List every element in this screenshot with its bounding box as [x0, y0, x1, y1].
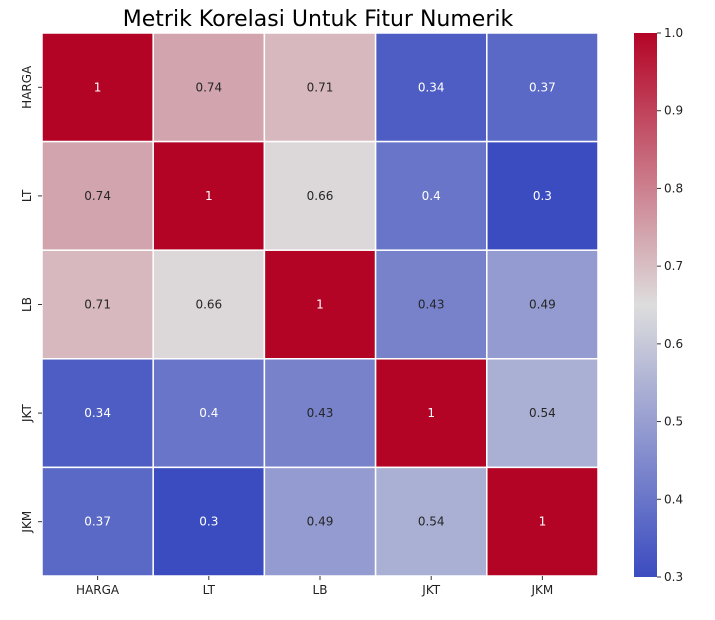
- colorbar-tick-label: 0.3: [664, 570, 683, 584]
- cell-value-label: 1: [539, 515, 547, 529]
- colorbar-tick-label: 1.0: [664, 26, 683, 40]
- heatmap-cell: [486, 249, 599, 360]
- heatmap-cell: [486, 140, 599, 251]
- y-tick-label: JKT: [20, 404, 34, 423]
- colorbar-gradient: [634, 33, 657, 577]
- heatmap-cell: [152, 466, 266, 577]
- cell-value-label: 0.34: [418, 80, 445, 94]
- heatmap-cell: [41, 32, 154, 143]
- colorbar-tick-label: 0.9: [664, 104, 683, 118]
- cell-value-label: 0.54: [529, 406, 556, 420]
- cell-value-label: 0.66: [307, 189, 334, 203]
- heatmap-cell: [263, 358, 377, 469]
- heatmap-cell: [486, 466, 599, 577]
- cell-value-label: 0.71: [84, 298, 111, 312]
- colorbar-tick-label: 0.4: [664, 492, 683, 506]
- cell-value-label: 0.74: [84, 189, 111, 203]
- cell-value-label: 0.4: [422, 189, 441, 203]
- heatmap-cell: [374, 32, 488, 143]
- x-axis: HARGA LT LB JKT JKM: [76, 576, 553, 597]
- heatmap-cell: [152, 32, 266, 143]
- cell-value-label: 1: [427, 406, 435, 420]
- y-tick-label: HARGA: [20, 65, 34, 109]
- cell-value-label: 0.34: [84, 406, 111, 420]
- heatmap-cell: [263, 249, 377, 360]
- heatmap-cell: [374, 249, 488, 360]
- heatmap-cell: [152, 358, 266, 469]
- heatmap-cells: 1 0.74 0.71 0.34 0.37 0.74 1 0.66 0.4 0.3 0.71 0.66…: [41, 32, 599, 577]
- heatmap-cell: [486, 32, 599, 143]
- cell-value-label: 0.74: [195, 80, 222, 94]
- cell-value-label: 0.54: [418, 515, 445, 529]
- x-tick-label: JKT: [421, 583, 440, 597]
- y-tick-label: LT: [20, 189, 34, 202]
- cell-value-label: 0.4: [199, 406, 218, 420]
- heatmap-cell: [374, 358, 488, 469]
- colorbar-tick-label: 0.5: [664, 415, 683, 429]
- heatmap-cell: [41, 140, 154, 251]
- y-tick-label: JKM: [20, 511, 34, 534]
- colorbar-tick-label: 0.7: [664, 259, 683, 273]
- heatmap-cell: [152, 249, 266, 360]
- colorbar-tick-label: 0.8: [664, 181, 683, 195]
- colorbar-tick-label: 0.6: [664, 337, 683, 351]
- cell-value-label: 0.66: [195, 298, 222, 312]
- heatmap-cell: [486, 358, 599, 469]
- heatmap-cell: [41, 466, 154, 577]
- x-tick-label: LT: [203, 583, 216, 597]
- y-axis: HARGA LT LB JKT JKM: [20, 65, 42, 534]
- chart-title: Metrik Korelasi Untuk Fitur Numerik: [123, 7, 514, 32]
- x-tick-label: HARGA: [76, 583, 120, 597]
- cell-value-label: 0.43: [418, 298, 445, 312]
- cell-value-label: 0.3: [199, 515, 218, 529]
- cell-value-label: 1: [205, 189, 213, 203]
- cell-value-label: 0.71: [307, 80, 334, 94]
- x-tick-label: LB: [313, 583, 328, 597]
- cell-value-label: 0.43: [307, 406, 334, 420]
- heatmap-cell: [263, 32, 377, 143]
- heatmap-cell: [263, 140, 377, 251]
- cell-value-label: 1: [316, 298, 324, 312]
- x-tick-label: JKM: [531, 583, 554, 597]
- colorbar: 0.3 0.4 0.5 0.6 0.7 0.8 0.9 1.0: [634, 26, 683, 584]
- cell-value-label: 0.3: [533, 189, 552, 203]
- cell-value-label: 0.37: [84, 515, 111, 529]
- y-tick-label: LB: [20, 297, 34, 312]
- cell-value-label: 0.49: [529, 298, 556, 312]
- cell-value-label: 0.37: [529, 80, 556, 94]
- cell-value-label: 0.49: [307, 515, 334, 529]
- cell-value-label: 1: [94, 80, 102, 94]
- heatmap-cell: [263, 466, 377, 577]
